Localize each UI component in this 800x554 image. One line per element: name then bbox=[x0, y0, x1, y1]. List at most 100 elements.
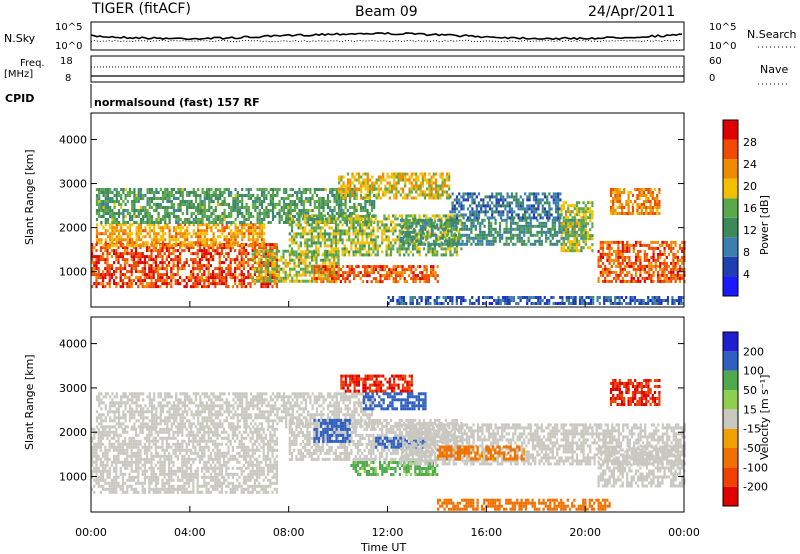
power-cells-cell bbox=[166, 212, 169, 215]
power-cells-cell bbox=[265, 197, 268, 200]
power-cells-cell bbox=[264, 246, 267, 250]
power-cells-cell bbox=[99, 249, 102, 253]
power-cells-cell bbox=[155, 232, 158, 236]
power-cells-cell bbox=[376, 229, 379, 233]
power-cells-cell bbox=[252, 215, 255, 218]
power-cells-cell bbox=[326, 270, 329, 274]
power-cells-cell bbox=[408, 233, 411, 237]
power-cells-cell bbox=[415, 178, 418, 182]
power-cells-cell bbox=[481, 236, 484, 240]
power-cells-cell bbox=[480, 210, 483, 214]
power-cells-cell bbox=[359, 244, 362, 248]
freq-panel bbox=[90, 55, 685, 83]
power-cells-cell bbox=[352, 250, 355, 254]
power-cells-cell bbox=[434, 196, 438, 200]
power-cells-cell bbox=[499, 204, 503, 208]
power-cells-cell bbox=[345, 247, 349, 251]
power-cells-cell bbox=[166, 223, 169, 227]
power-cells-cell bbox=[328, 264, 331, 268]
power-cells-cell bbox=[637, 255, 640, 259]
power-cells-cell bbox=[95, 273, 98, 277]
power-cells-cell bbox=[484, 207, 487, 211]
power-cells-cell bbox=[419, 224, 422, 228]
power-cells-cell bbox=[652, 249, 655, 253]
power-cells-cell bbox=[512, 236, 515, 240]
power-cells-cell bbox=[227, 267, 230, 271]
power-cells-cell bbox=[361, 223, 364, 227]
power-cells-cell bbox=[540, 230, 543, 234]
power-cells-cell bbox=[366, 196, 369, 200]
power-cells-cell bbox=[423, 175, 427, 179]
power-cells-cell bbox=[384, 184, 387, 188]
power-cells-cell bbox=[447, 214, 450, 218]
power-cells-cell bbox=[460, 220, 463, 224]
power-cells-cell bbox=[265, 209, 268, 212]
power-cells-cell bbox=[186, 194, 189, 197]
power-cells-cell bbox=[108, 270, 111, 274]
power-cells-cell bbox=[197, 241, 200, 245]
power-cells-cell bbox=[375, 280, 378, 284]
power-cells-cell bbox=[121, 246, 124, 250]
power-cells-cell bbox=[334, 226, 338, 230]
power-cells-cell bbox=[487, 239, 491, 243]
power-cells-cell bbox=[297, 258, 300, 262]
power-cells-cell bbox=[346, 215, 349, 218]
power-cells-cell bbox=[99, 246, 102, 250]
power-cells-cell bbox=[345, 223, 349, 227]
power-cells-cell bbox=[433, 217, 437, 221]
power-cells-cell bbox=[591, 222, 594, 226]
power-cells-cell bbox=[128, 252, 131, 256]
power-cells-cell bbox=[232, 209, 235, 212]
power-cells-cell bbox=[403, 244, 406, 248]
power-cells-cell bbox=[632, 246, 635, 250]
power-cells-cell bbox=[339, 274, 342, 278]
power-cells-cell bbox=[142, 235, 145, 239]
power-cells-cell bbox=[586, 246, 590, 250]
power-cells-cell bbox=[452, 218, 455, 222]
power-cells-cell bbox=[643, 270, 646, 274]
power-cells-cell bbox=[133, 244, 136, 248]
power-cells-cell bbox=[559, 198, 562, 202]
power-cells-cell bbox=[161, 261, 164, 265]
power-cells-cell bbox=[667, 276, 671, 280]
power-cells-cell bbox=[146, 246, 149, 250]
power-cells-cell bbox=[190, 221, 193, 224]
power-cells-cell bbox=[542, 221, 546, 225]
power-cells-cell bbox=[407, 214, 410, 218]
power-cells-cell bbox=[183, 218, 187, 221]
power-cells-cell bbox=[417, 187, 420, 191]
power-cells-cell bbox=[234, 267, 237, 271]
power-cells-cell bbox=[143, 270, 146, 274]
power-cells-cell bbox=[441, 233, 444, 237]
power-cells-cell bbox=[628, 264, 631, 268]
nave-label: Nave bbox=[760, 63, 788, 76]
power-cells-cell bbox=[440, 253, 443, 257]
power-cells-cell bbox=[359, 203, 363, 206]
power-cells-cell bbox=[413, 227, 416, 231]
power-cells-cell bbox=[207, 264, 210, 268]
power-cells-cell bbox=[190, 258, 193, 262]
power-cells-cell bbox=[423, 265, 426, 269]
power-cells-cell bbox=[639, 258, 642, 262]
power-cells-cell bbox=[137, 188, 140, 191]
power-cells-cell bbox=[148, 270, 151, 274]
power-cells-cell bbox=[216, 273, 219, 277]
power-cells-cell bbox=[569, 246, 572, 250]
power-cells-cell bbox=[179, 229, 182, 233]
power-cells-cell bbox=[304, 273, 307, 277]
power-cells-cell bbox=[159, 285, 162, 289]
power-cells-cell bbox=[342, 209, 345, 212]
power-cells-cell bbox=[93, 273, 96, 277]
power-cells-cell bbox=[492, 239, 495, 243]
power-cells-cell bbox=[232, 241, 235, 245]
power-cells-cell bbox=[212, 244, 215, 248]
power-cells-cell bbox=[157, 276, 160, 280]
power-cells-cell bbox=[523, 218, 526, 222]
power-cells-cell bbox=[452, 242, 455, 246]
power-cells-cell bbox=[152, 282, 155, 286]
power-cells-cell bbox=[172, 209, 176, 212]
power-cells-cell bbox=[372, 238, 375, 242]
power-cells-cell bbox=[621, 249, 624, 253]
power-cells-cell bbox=[278, 218, 281, 221]
power-cells-cell bbox=[379, 265, 382, 269]
